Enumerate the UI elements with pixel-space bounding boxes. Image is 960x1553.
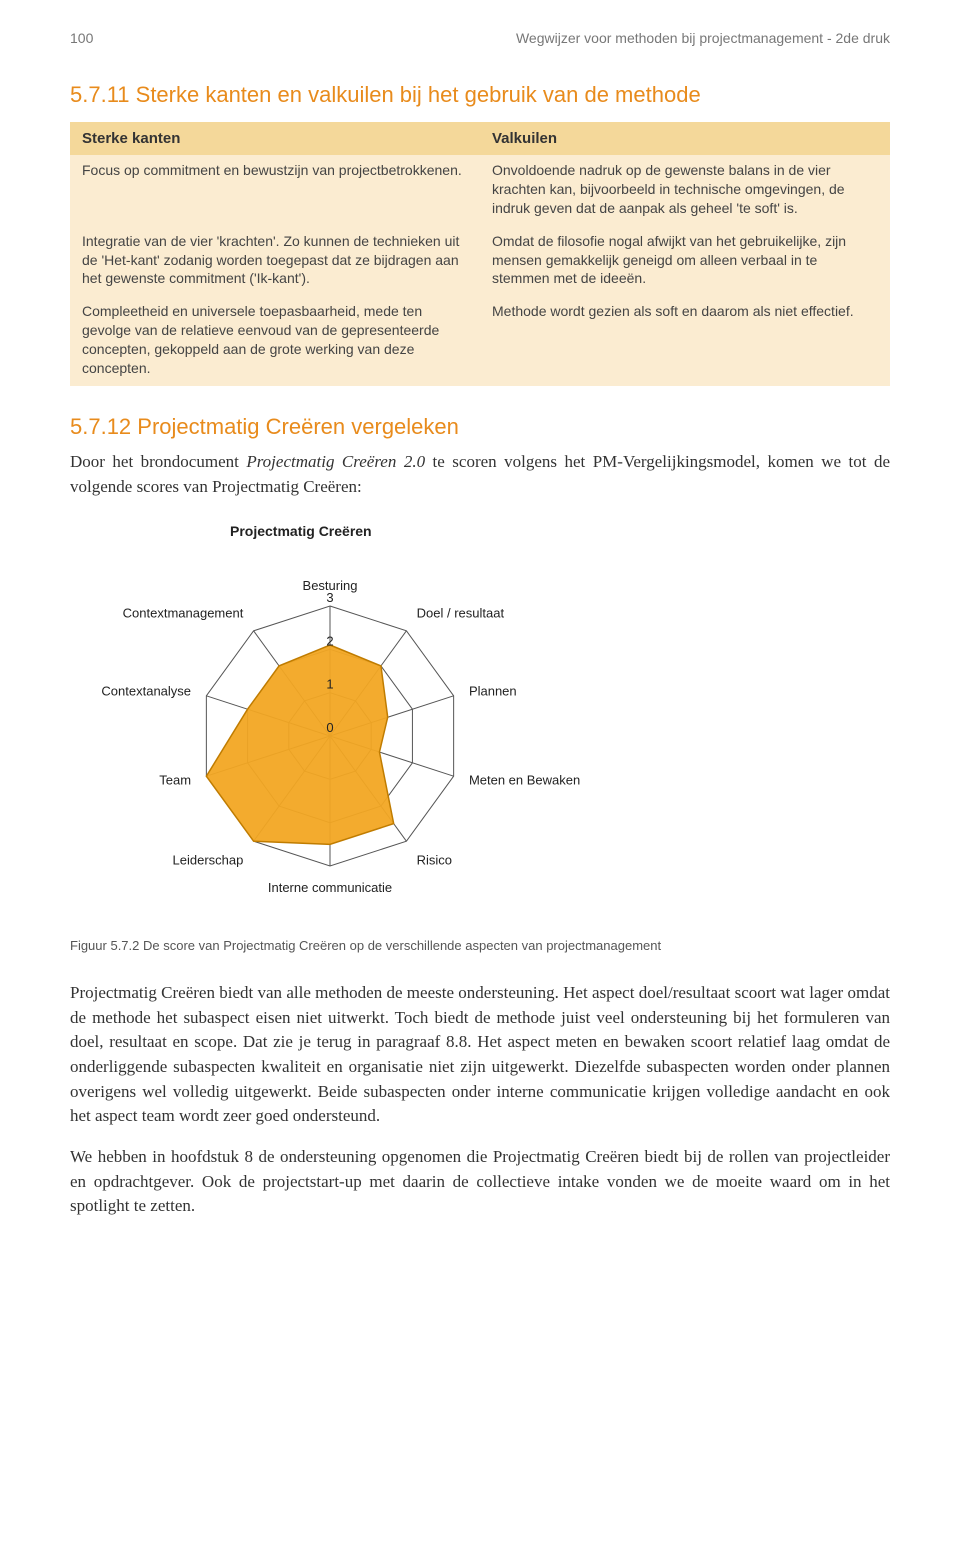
svg-text:Interne communicatie: Interne communicatie <box>268 880 392 895</box>
svg-text:Doel / resultaat: Doel / resultaat <box>417 606 505 621</box>
body-paragraph-2: Projectmatig Creëren biedt van alle meth… <box>70 981 890 1129</box>
figure-caption: Figuur 5.7.2 De score van Projectmatig C… <box>70 938 890 953</box>
para-italic: Projectmatig Creëren 2.0 <box>246 452 425 471</box>
radar-chart-title: Projectmatig Creëren <box>230 523 890 539</box>
heading-5-7-12: 5.7.12 Projectmatig Creëren vergeleken <box>70 414 890 440</box>
svg-text:2: 2 <box>326 634 333 649</box>
heading-5-7-11: 5.7.11 Sterke kanten en valkuilen bij he… <box>70 82 890 108</box>
svg-text:0: 0 <box>326 720 333 735</box>
page-number: 100 <box>70 30 93 46</box>
radar-chart: Projectmatig Creëren 0123BesturingDoel /… <box>70 523 890 926</box>
svg-text:Risico: Risico <box>417 853 452 868</box>
page: 100 Wegwijzer voor methoden bij projectm… <box>0 0 960 1295</box>
table-row: Compleetheid en universele toepasbaarhei… <box>70 296 890 386</box>
svg-text:Leiderschap: Leiderschap <box>173 853 244 868</box>
table-cell: Focus op commitment en bewustzijn van pr… <box>70 155 480 226</box>
table-header-valkuilen: Valkuilen <box>480 122 890 155</box>
radar-svg: 0123BesturingDoel / resultaatPlannenMete… <box>70 541 630 921</box>
table-cell: Compleetheid en universele toepasbaarhei… <box>70 296 480 386</box>
table-header-sterke-kanten: Sterke kanten <box>70 122 480 155</box>
svg-text:Plannen: Plannen <box>469 684 517 699</box>
para-text: Door het brondocument <box>70 452 246 471</box>
svg-text:1: 1 <box>326 677 333 692</box>
table-cell: Integratie van de vier 'krachten'. Zo ku… <box>70 226 480 297</box>
intro-paragraph: Door het brondocument Projectmatig Creër… <box>70 450 890 499</box>
svg-text:Contextanalyse: Contextanalyse <box>101 684 191 699</box>
table-cell: Omdat de filosofie nogal afwijkt van het… <box>480 226 890 297</box>
table-row: Focus op commitment en bewustzijn van pr… <box>70 155 890 226</box>
running-head: 100 Wegwijzer voor methoden bij projectm… <box>70 30 890 46</box>
svg-text:Team: Team <box>159 773 191 788</box>
body-paragraph-3: We hebben in hoofdstuk 8 de ondersteunin… <box>70 1145 890 1219</box>
svg-text:Meten en Bewaken: Meten en Bewaken <box>469 773 580 788</box>
svg-text:Contextmanagement: Contextmanagement <box>123 606 244 621</box>
strengths-weaknesses-table: Sterke kanten Valkuilen Focus op commitm… <box>70 122 890 386</box>
svg-text:Besturing: Besturing <box>303 578 358 593</box>
table-cell: Onvoldoende nadruk op de gewenste balans… <box>480 155 890 226</box>
running-title: Wegwijzer voor methoden bij projectmanag… <box>516 30 890 46</box>
table-row: Integratie van de vier 'krachten'. Zo ku… <box>70 226 890 297</box>
table-cell: Methode wordt gezien als soft en daarom … <box>480 296 890 386</box>
